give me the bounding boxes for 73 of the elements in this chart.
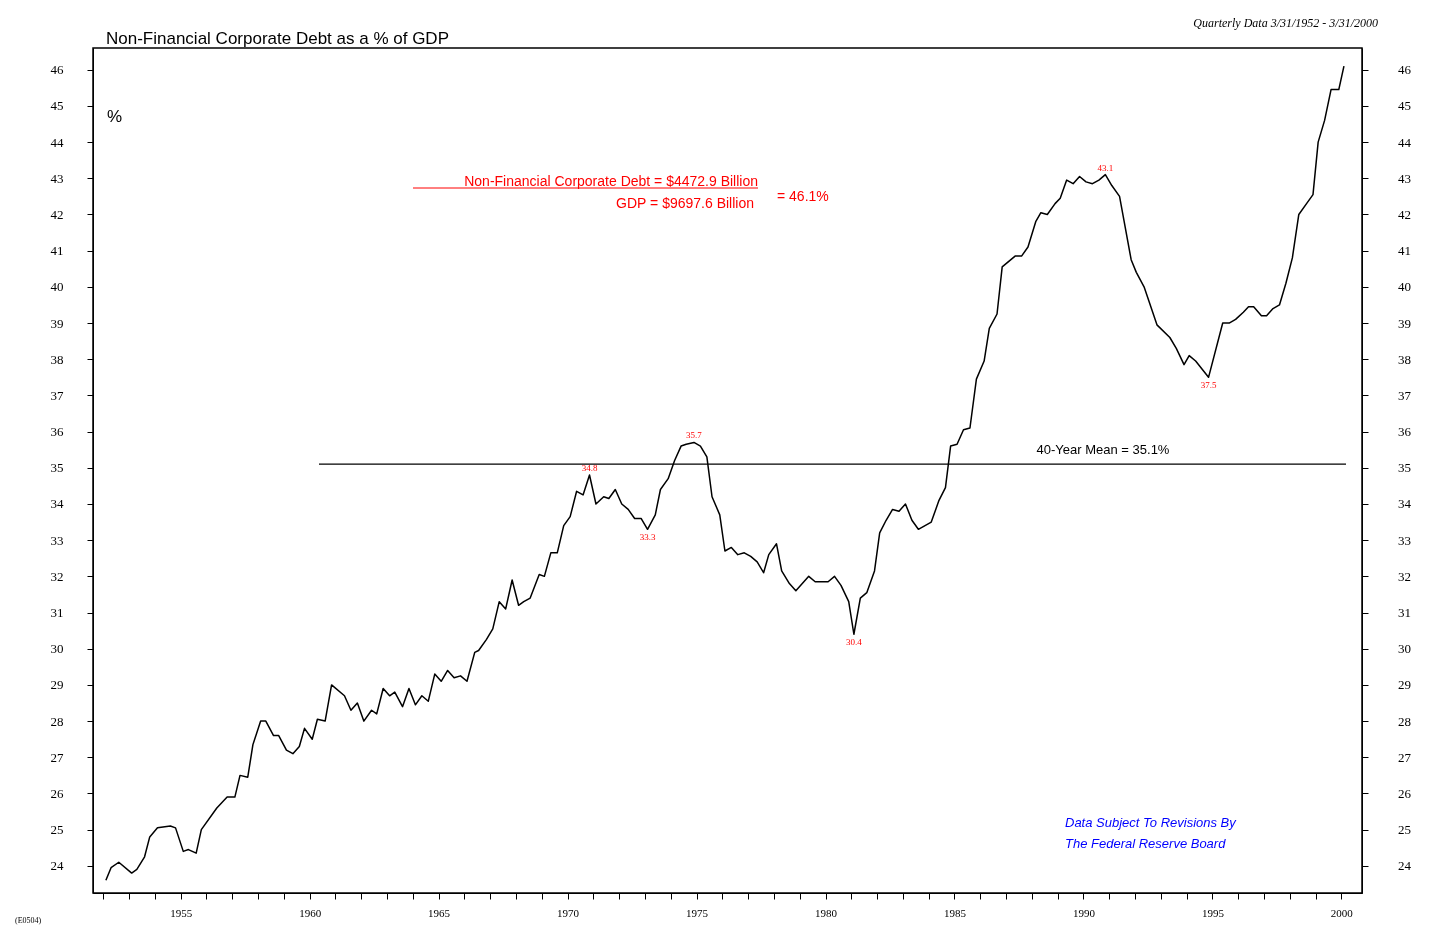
annotation: The Federal Reserve Board <box>1065 836 1227 851</box>
x-tick-label: 1960 <box>299 906 322 919</box>
y2-tick-label: 39 <box>50 315 64 331</box>
line-series <box>105 65 1345 882</box>
y-tick-label: 25 <box>1398 822 1411 838</box>
x-tick-label: 1955 <box>170 906 193 919</box>
chart-subtitle: Quarterly Data 3/31/1952 - 3/31/2000 <box>1193 16 1378 30</box>
annotation: Non-Financial Corporate Debt = $4472.9 Billion <box>464 173 758 189</box>
y2-tick-label: 41 <box>50 243 64 259</box>
x-tick-label: 1990 <box>1072 906 1096 919</box>
y-tick-label: 31 <box>1398 605 1411 621</box>
y2-tick-label: 36 <box>50 424 64 440</box>
text: (E0504) <box>15 916 42 925</box>
annotation: Data Subject To Revisions By <box>1065 815 1238 830</box>
y2-tick-label: 32 <box>50 568 64 584</box>
y-tick-label: 27 <box>1398 749 1412 765</box>
annotation: 30.4 <box>846 637 863 648</box>
y-tick-label: 45 <box>1398 98 1411 114</box>
y-tick-label: 36 <box>1398 424 1412 440</box>
annotation: 37.5 <box>1200 380 1217 391</box>
x-tick-label: 1995 <box>1201 906 1225 919</box>
y2-tick-label: 26 <box>50 785 64 801</box>
annotation: 33.3 <box>639 532 656 543</box>
x-tick-label: 1970 <box>557 906 580 919</box>
y2-tick-label: 30 <box>50 641 64 657</box>
y-tick-label: 46 <box>1398 62 1412 78</box>
y-tick-label: 33 <box>1398 532 1411 548</box>
y-tick-label: 40 <box>1398 279 1411 295</box>
annotation: 43.1 <box>1097 162 1114 173</box>
ref-line-label: 40-Year Mean = 35.1% <box>1036 442 1170 458</box>
y-tick-label: 43 <box>1398 170 1411 186</box>
y2-tick-label: 40 <box>50 279 64 295</box>
x-tick-label: 1975 <box>686 906 709 919</box>
y-tick-label: 35 <box>1398 460 1411 476</box>
y-tick-label: 34 <box>1398 496 1412 512</box>
y2-tick-label: 37 <box>50 387 64 403</box>
y2-tick-label: 24 <box>50 858 64 874</box>
y2-tick-label: 46 <box>50 62 64 78</box>
y2-tick-label: 42 <box>50 206 64 222</box>
y2-tick-label: 28 <box>50 713 64 729</box>
y2-tick-label: 29 <box>50 677 64 693</box>
y-tick-label: 29 <box>1398 677 1411 693</box>
x-tick-label: 1980 <box>815 906 838 919</box>
x-tick-label: 1985 <box>943 906 967 919</box>
y2-tick-label: 34 <box>50 496 64 512</box>
y-tick-label: 28 <box>1398 713 1411 729</box>
y-tick-label: 42 <box>1398 206 1411 222</box>
y2-tick-label: 44 <box>50 134 64 150</box>
y-tick-label: 37 <box>1398 387 1412 403</box>
y-tick-label: 24 <box>1398 858 1412 874</box>
annotation: GDP = $9697.6 Billion <box>616 195 754 211</box>
annotation: 35.7 <box>686 430 703 441</box>
y-tick-label: 30 <box>1398 641 1411 657</box>
y2-tick-label: 25 <box>50 822 64 838</box>
y2-tick-label: 27 <box>50 749 64 765</box>
annotation: = 46.1% <box>777 188 829 204</box>
y-tick-label: 44 <box>1398 134 1412 150</box>
y-tick-label: 38 <box>1398 351 1411 367</box>
y-tick-label: 32 <box>1398 568 1411 584</box>
y2-tick-label: 33 <box>50 532 64 548</box>
annotation: % <box>107 107 123 126</box>
y-tick-label: 26 <box>1398 785 1412 801</box>
x-tick-label: 1965 <box>428 906 451 919</box>
y2-tick-label: 38 <box>50 351 64 367</box>
y-tick-label: 39 <box>1398 315 1411 331</box>
y-tick-label: 41 <box>1398 243 1411 259</box>
y2-tick-label: 45 <box>50 98 64 114</box>
y2-tick-label: 31 <box>50 605 64 621</box>
chart-title: Non-Financial Corporate Debt as a % of GDP <box>106 29 449 48</box>
annotation: 34.8 <box>581 463 598 474</box>
x-tick-label: 2000 <box>1330 906 1354 919</box>
y2-tick-label: 43 <box>50 170 64 186</box>
y2-tick-label: 35 <box>50 460 64 476</box>
